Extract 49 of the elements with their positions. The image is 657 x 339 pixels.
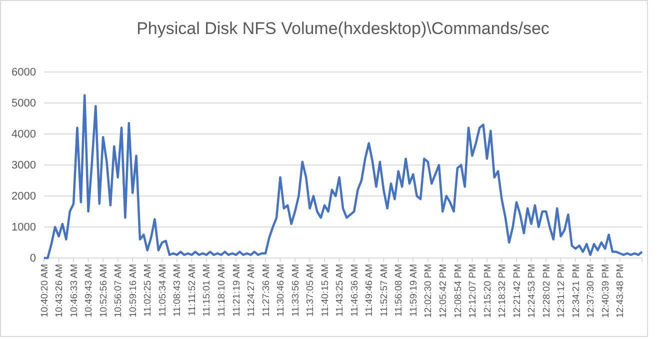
x-tick-label: 11:56:08 AM [394, 264, 405, 317]
x-tick-label: 12:18:32 PM [497, 264, 508, 318]
x-tick-label: 10:46:33 AM [68, 264, 80, 318]
y-tick-label: 4000 [12, 128, 36, 141]
x-tick-label: 11:43:25 AM [334, 264, 346, 317]
x-tick-label: 11:52:57 AM [378, 264, 390, 317]
x-tick-label: 11:37:05 AM [305, 264, 316, 317]
x-tick-label: 11:33:56 AM [290, 264, 302, 317]
x-tick-label: 12:12:07 PM [468, 264, 479, 318]
y-tick-label: 1000 [12, 222, 36, 234]
x-tick-label: 11:46:36 AM [349, 264, 360, 317]
x-tick-label: 12:24:53 PM [526, 264, 538, 318]
x-tick-label: 10:40:20 AM [39, 264, 50, 318]
x-tick-label: 12:21:42 PM [512, 264, 523, 318]
y-tick-label: 2000 [12, 190, 36, 203]
x-tick-label: 12:34:21 PM [570, 264, 582, 318]
x-tick-label: 11:21:19 AM [231, 264, 242, 317]
chart-title: Physical Disk NFS Volume(hxdesktop)\Commands/sec [136, 19, 550, 38]
x-tick-label: 11:59:19 AM [408, 264, 420, 317]
x-tick-label: 11:24:27 AM [246, 264, 258, 317]
x-tick-label: 12:28:02 PM [541, 264, 552, 318]
x-tick-label: 12:37:30 PM [586, 264, 597, 318]
x-tick-label: 11:30:46 AM [276, 264, 287, 317]
x-tick-label: 11:08:43 AM [172, 264, 184, 317]
x-tick-label: 10:56:07 AM [113, 264, 124, 318]
x-tick-label: 10:59:16 AM [128, 264, 139, 318]
x-tick-label: 11:40:15 AM [320, 264, 331, 317]
x-tick-label: 11:05:34 AM [157, 264, 168, 317]
x-tick-label: 11:02:25 AM [142, 264, 154, 317]
x-tick-label: 12:43:48 PM [615, 264, 626, 318]
x-tick-label: 11:27:36 AM [260, 264, 272, 317]
x-tick-label: 11:18:10 AM [216, 264, 228, 317]
y-tick-label: 5000 [12, 98, 36, 110]
x-tick-label: 11:15:01 AM [202, 264, 213, 317]
x-tick-label: 10:49:43 AM [84, 264, 95, 318]
x-tick-label: 11:11:52 AM [186, 264, 198, 316]
x-tick-label: 12:05:42 PM [438, 264, 449, 318]
line-series [42, 94, 644, 260]
x-tick-label: 12:31:12 PM [556, 264, 568, 318]
x-tick-label: 10:43:26 AM [54, 264, 66, 318]
y-tick-label: 6000 [12, 66, 36, 79]
x-tick-label: 12:40:39 PM [600, 264, 612, 318]
x-tick-label: 12:02:30 PM [423, 264, 434, 318]
x-tick-label: 11:49:46 AM [364, 264, 376, 317]
y-tick-label: 3000 [12, 160, 36, 172]
x-tick-label: 10:52:56 AM [98, 264, 110, 318]
y-tick-label: 0 [30, 252, 36, 265]
x-tick-label: 12:08:54 PM [452, 264, 464, 318]
x-tick-label: 12:15:20 PM [482, 264, 494, 318]
